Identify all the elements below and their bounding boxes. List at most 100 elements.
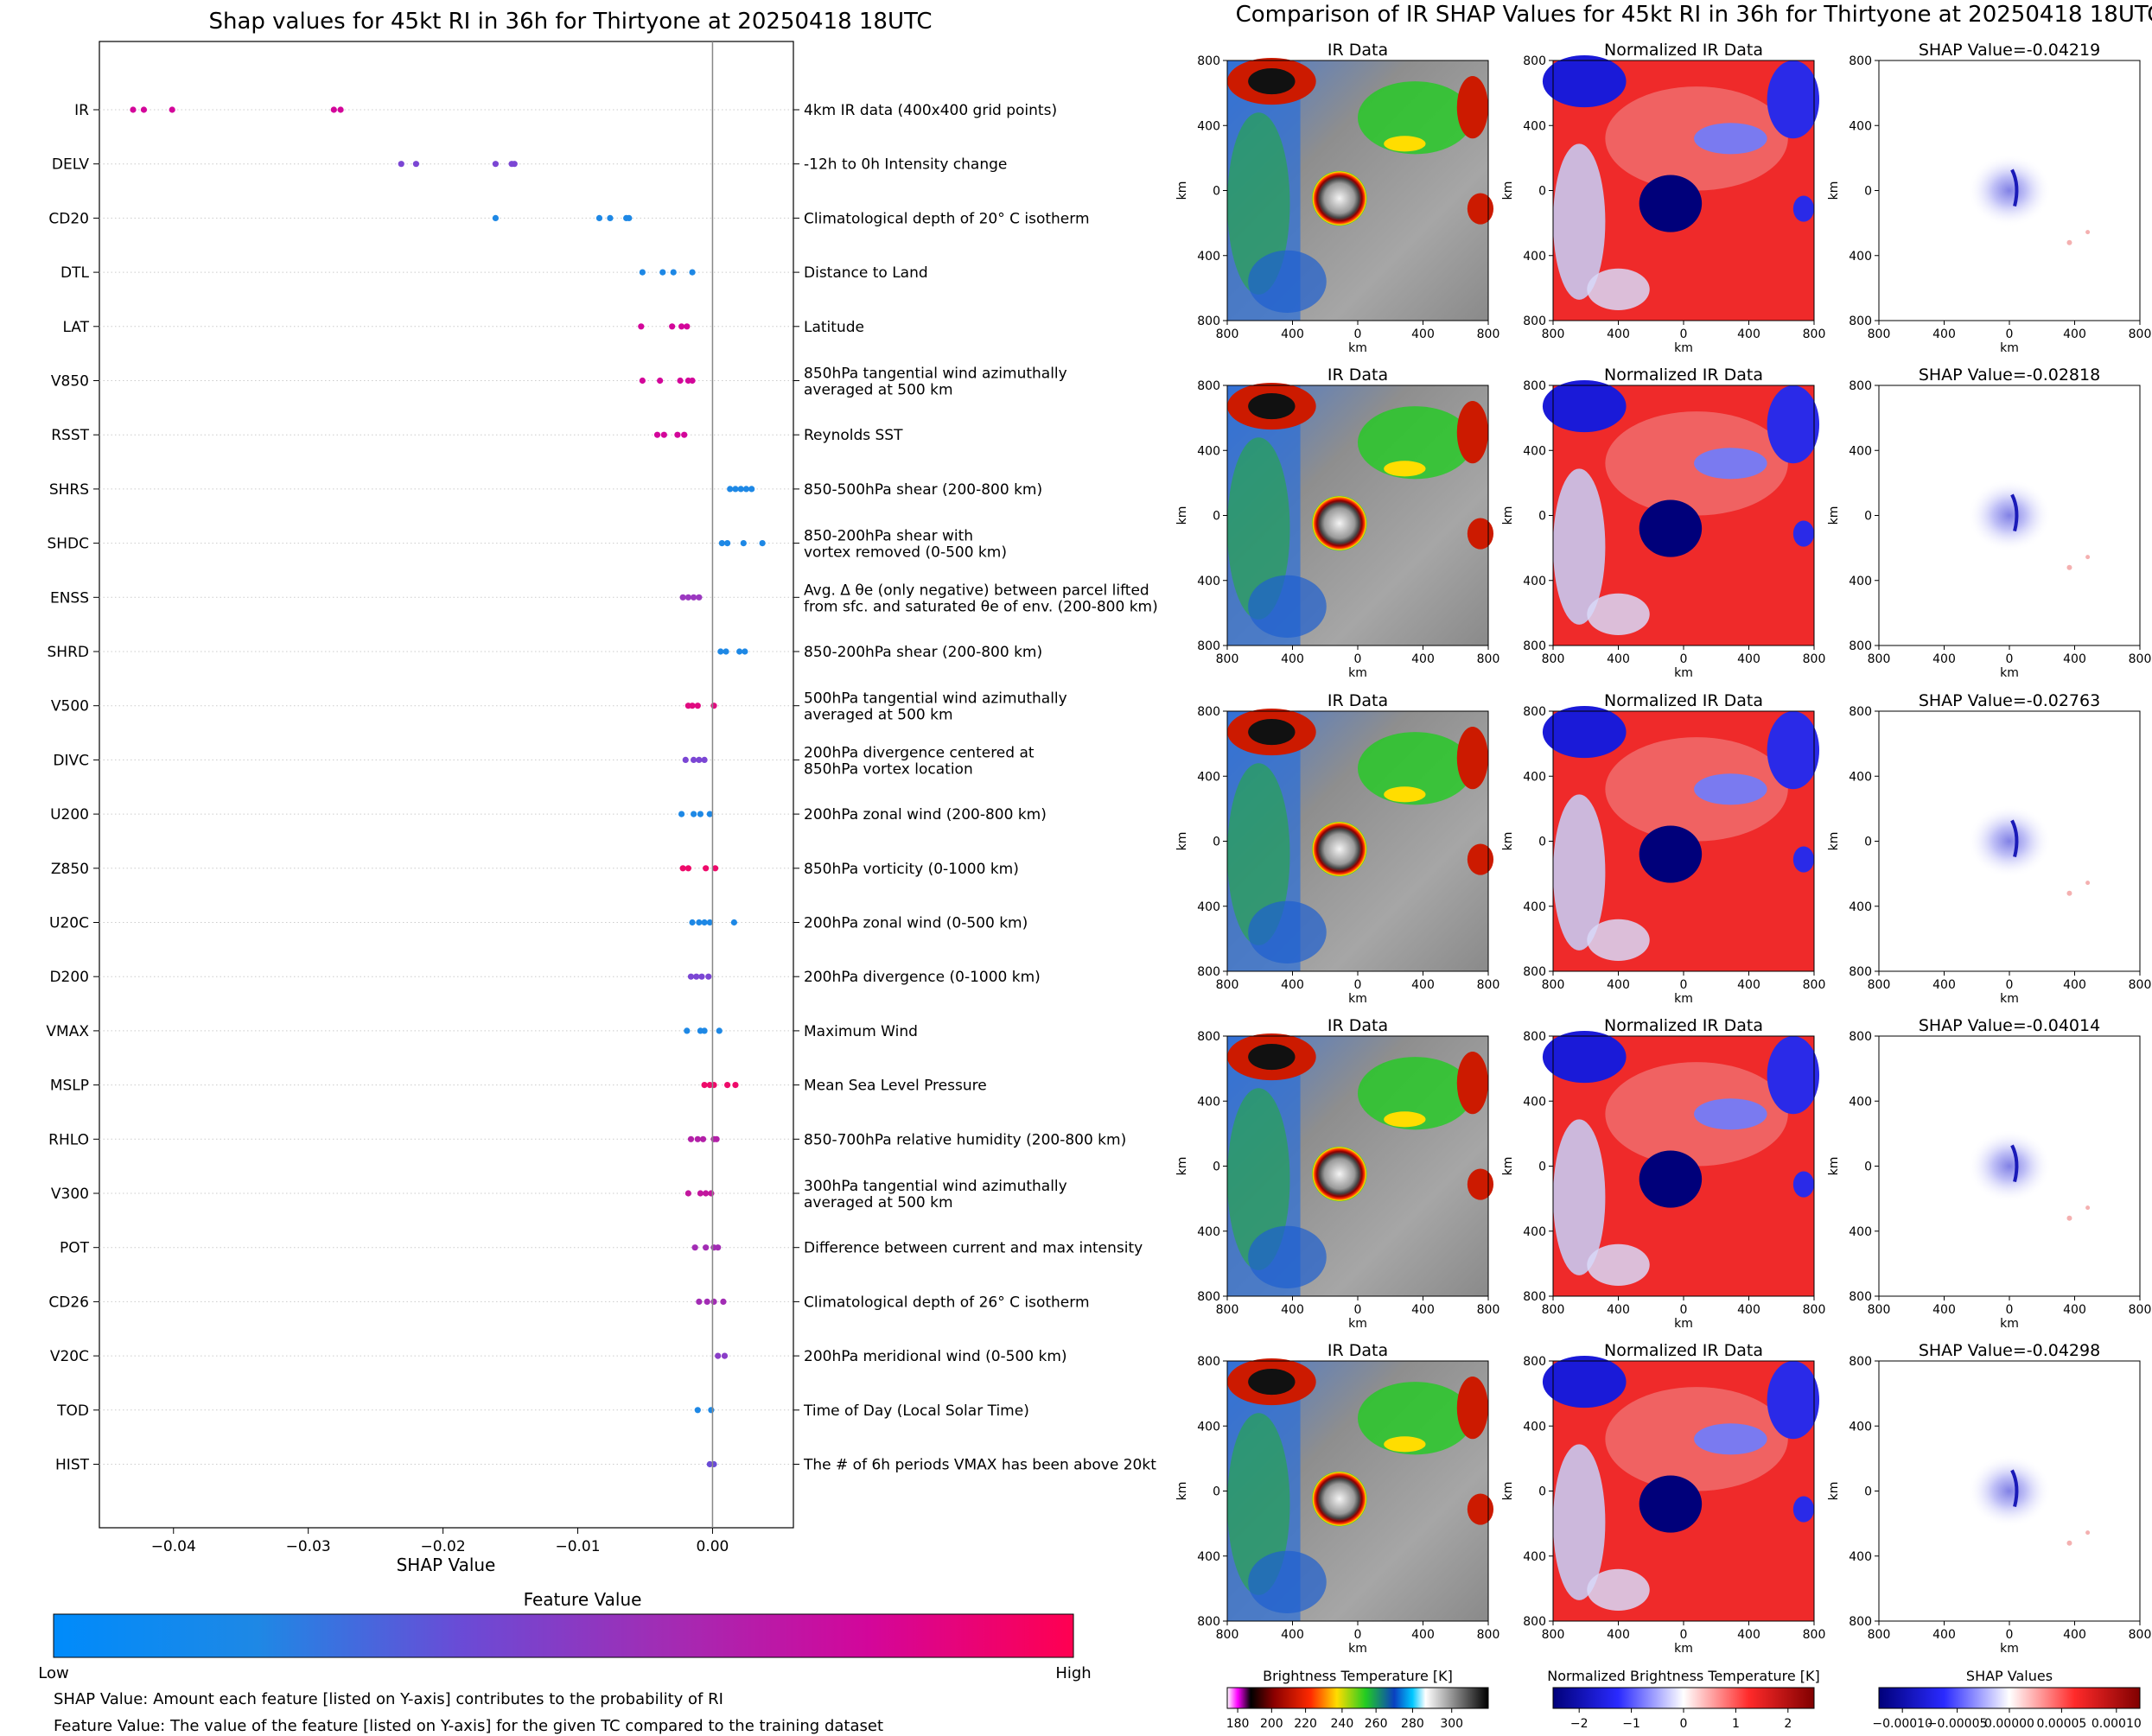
ir-band-yellow: [1384, 1111, 1426, 1128]
panel-x-tick-label: 800: [1216, 652, 1239, 666]
ir-cloud-core-nw: [1248, 393, 1296, 420]
panel-x-axis-label: km: [1674, 341, 1693, 355]
norm-storm-center: [1639, 175, 1703, 232]
panel-x-tick-label: 400: [1932, 327, 1956, 341]
panel-x-tick-label: 0: [1354, 327, 1362, 341]
panel-x-tick-label: 400: [1932, 1303, 1956, 1317]
panel-x-tick-label: 800: [1803, 978, 1826, 992]
norm-sw-patch: [1587, 1243, 1650, 1286]
panel-y-tick-label: 0: [1538, 1485, 1546, 1499]
x-tick-label: −0.03: [286, 1538, 331, 1555]
bottom-colorbar-tick-label: 240: [1331, 1717, 1354, 1731]
panel-x-tick-label: 400: [1932, 978, 1956, 992]
panel-y-tick-label: 400: [1523, 1420, 1546, 1434]
panel-x-tick-label: 0: [1680, 327, 1688, 341]
ir-cloud-core-nw: [1248, 1369, 1296, 1396]
data-point-rhlo: [694, 1135, 701, 1142]
data-point-shrs: [727, 486, 734, 493]
data-point-dtl: [659, 269, 666, 276]
feature-desc-enss: Avg. Δ θe (only negative) between parcel…: [804, 582, 1158, 615]
panel-y-tick-label: 800: [1849, 1615, 1872, 1629]
desc-line: Avg. Δ θe (only negative) between parcel…: [804, 582, 1149, 599]
panel-x-tick-label: 800: [1868, 327, 1891, 341]
data-point-pot: [691, 1244, 698, 1251]
feature-label-v20c: V20C: [50, 1348, 89, 1365]
norm-cold-nw: [1542, 1355, 1627, 1409]
panel-x-tick-label: 800: [1216, 1303, 1239, 1317]
panel-x-tick-label: 400: [1281, 978, 1304, 992]
ir-convection-ne: [1358, 1057, 1473, 1130]
data-point-rsst: [681, 431, 688, 438]
panel-y-tick-label: 800: [1523, 315, 1546, 328]
panel-x-tick-label: 400: [1737, 1303, 1760, 1317]
panel-x-tick-label: 800: [1477, 1628, 1500, 1642]
norm-cold-e: [1792, 195, 1814, 222]
shap-summary-plot: IR 4km IR data (400x400 grid points) DELV -…: [46, 41, 1158, 1555]
ir-image: [1227, 57, 1494, 321]
panel-y-axis-label: km: [1827, 181, 1841, 200]
ir-cloud-top-se: [1467, 518, 1494, 550]
panel-y-tick-label: 400: [1523, 575, 1546, 588]
data-point-z850: [703, 865, 710, 872]
ir-convection-ne: [1358, 81, 1473, 155]
bottom-colorbar-tick-label: 0.00000: [1984, 1717, 2034, 1731]
panel-y-tick-label: 800: [1197, 1290, 1220, 1304]
shap-center-glow: [1967, 1454, 2052, 1528]
data-point-d200: [687, 973, 695, 980]
feature-label-cd26: CD26: [48, 1294, 89, 1311]
norm-sw-patch: [1587, 268, 1650, 310]
norm-cold-nw: [1542, 1030, 1627, 1084]
panel-x-tick-label: 400: [1411, 978, 1435, 992]
desc-line: 200hPa divergence centered at: [804, 744, 1035, 761]
panel-x-tick-label: 0: [1354, 1628, 1362, 1642]
shap-panel-title: SHAP Value=-0.02818: [1919, 366, 2100, 385]
panel-x-tick-label: 800: [1477, 652, 1500, 666]
panel-y-tick-label: 800: [1849, 1030, 1872, 1044]
ir-cloud-top-e: [1456, 727, 1488, 790]
data-point-pot: [703, 1244, 710, 1251]
panel-y-tick-label: 0: [1864, 1161, 1872, 1174]
panel-y-axis-label: km: [1827, 1482, 1841, 1501]
ir-storm-center: [1312, 1471, 1367, 1527]
panel-y-tick-label: 400: [1523, 1225, 1546, 1239]
feature-label-lat: LAT: [62, 319, 89, 336]
panel-y-axis-label: km: [1501, 1482, 1515, 1501]
panel-y-tick-label: 400: [1523, 444, 1546, 458]
data-point-shrd: [723, 648, 729, 655]
panel-y-tick-label: 400: [1849, 1225, 1872, 1239]
norm-storm-center: [1639, 499, 1703, 557]
panel-y-tick-label: 400: [1523, 119, 1546, 133]
panel-y-tick-label: 800: [1849, 1290, 1872, 1304]
panel-y-tick-label: 0: [1864, 836, 1872, 849]
feature-desc-v500: 500hPa tangential wind azimuthally averag…: [804, 690, 1067, 724]
ir-convection-west: [1227, 437, 1290, 620]
panel-x-tick-label: 800: [1216, 978, 1239, 992]
panel-x-axis-label: km: [1348, 1317, 1367, 1331]
feature-label-cd20: CD20: [48, 210, 89, 227]
norm-cold-ne: [1767, 385, 1820, 464]
feature-desc-d200: 200hPa divergence (0-1000 km): [804, 969, 1041, 986]
panel-x-tick-label: 400: [1411, 652, 1435, 666]
panel-x-tick-label: 800: [2129, 652, 2152, 666]
panel-x-axis-label: km: [1348, 1642, 1367, 1656]
ir-cloud-core-nw: [1248, 719, 1296, 746]
panel-x-tick-label: 800: [1803, 1628, 1826, 1642]
feature-desc-tod: Time of Day (Local Solar Time): [803, 1402, 1029, 1420]
norm-panel-title: Normalized IR Data: [1604, 41, 1763, 60]
panel-y-tick-label: 400: [1197, 1095, 1220, 1109]
feature-label-rhlo: RHLO: [48, 1131, 89, 1148]
ir-panel-title: IR Data: [1327, 1341, 1388, 1360]
data-point-cd26: [710, 1298, 717, 1305]
panel-y-tick-label: 0: [1538, 836, 1546, 849]
data-point-delv: [492, 161, 500, 168]
shap-image: [1879, 60, 2140, 321]
norm-cold-nw: [1542, 705, 1627, 759]
x-axis-label: SHAP Value: [397, 1555, 496, 1575]
panel-x-tick-label: 0: [2006, 1303, 2014, 1317]
panel-x-tick-label: 400: [1281, 652, 1304, 666]
panel-y-tick-label: 800: [1849, 965, 1872, 979]
shap-speck: [2085, 555, 2091, 560]
panel-y-tick-label: 800: [1849, 705, 1872, 719]
panel-y-tick-label: 400: [1523, 250, 1546, 264]
